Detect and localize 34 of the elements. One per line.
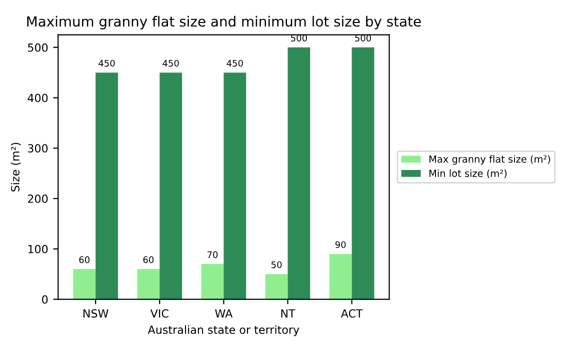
y-axis-title: Size (m²): [10, 142, 21, 192]
y-tick-label: 300: [28, 144, 48, 153]
bar: [201, 264, 224, 300]
data-label: 450: [98, 60, 115, 67]
x-axis-title: Australian state or territory: [148, 325, 300, 336]
bar: [329, 254, 352, 300]
data-label: 450: [162, 60, 179, 67]
y-tick-label: 100: [28, 244, 48, 254]
bar: [224, 72, 246, 300]
x-tick-label: VIC: [150, 309, 168, 318]
x-tick-label: NSW: [83, 309, 108, 318]
legend-label: Min lot size (m²): [430, 169, 507, 178]
y-tick-label: 0: [42, 295, 48, 304]
bar: [73, 269, 96, 300]
y-tick-label: 400: [28, 94, 48, 102]
data-label: 450: [226, 60, 243, 67]
data-label: 60: [79, 256, 90, 264]
y-tick-label: 200: [28, 194, 48, 203]
x-tick-label: ACT: [340, 309, 363, 318]
bar: [265, 274, 288, 300]
bar: [352, 47, 374, 300]
data-label: 60: [143, 256, 154, 264]
data-label: 50: [271, 261, 282, 268]
y-tick-label: 500: [28, 43, 48, 52]
bar: [137, 269, 160, 300]
data-label: 70: [207, 251, 218, 258]
bar: [288, 47, 310, 300]
x-tick-label: WA: [215, 309, 233, 318]
bar: [160, 72, 182, 300]
data-label: 90: [335, 241, 346, 248]
bar: [96, 72, 118, 300]
chart-title: Maximum granny flat size and minimum lot size by state: [27, 16, 421, 30]
legend-label: Max granny flat size (m²): [430, 155, 550, 165]
x-tick-label: NT: [281, 309, 296, 318]
